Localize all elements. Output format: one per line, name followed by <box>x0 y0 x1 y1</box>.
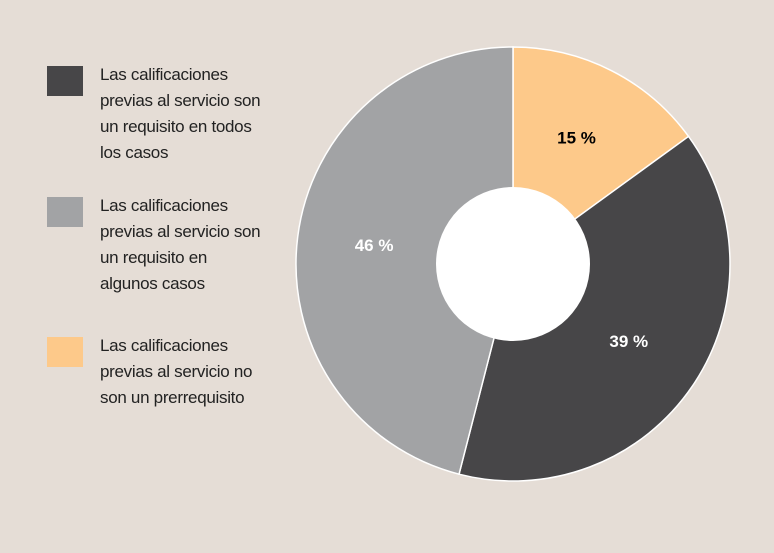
legend-label: Las calificaciones previas al servicio s… <box>100 196 261 293</box>
pie-slice <box>458 135 731 482</box>
legend-swatch <box>47 197 83 227</box>
pie-slice <box>295 46 514 476</box>
legend-label: Las calificaciones previas al servicio n… <box>100 336 253 407</box>
legend-label: Las calificaciones previas al servicio s… <box>100 65 261 162</box>
legend-swatch <box>47 337 83 367</box>
value-label: 39 % <box>609 332 648 351</box>
value-label: 15 % <box>557 129 596 148</box>
legend-swatch <box>47 66 83 96</box>
donut-hole <box>436 187 590 341</box>
value-label: 46 % <box>355 236 394 255</box>
